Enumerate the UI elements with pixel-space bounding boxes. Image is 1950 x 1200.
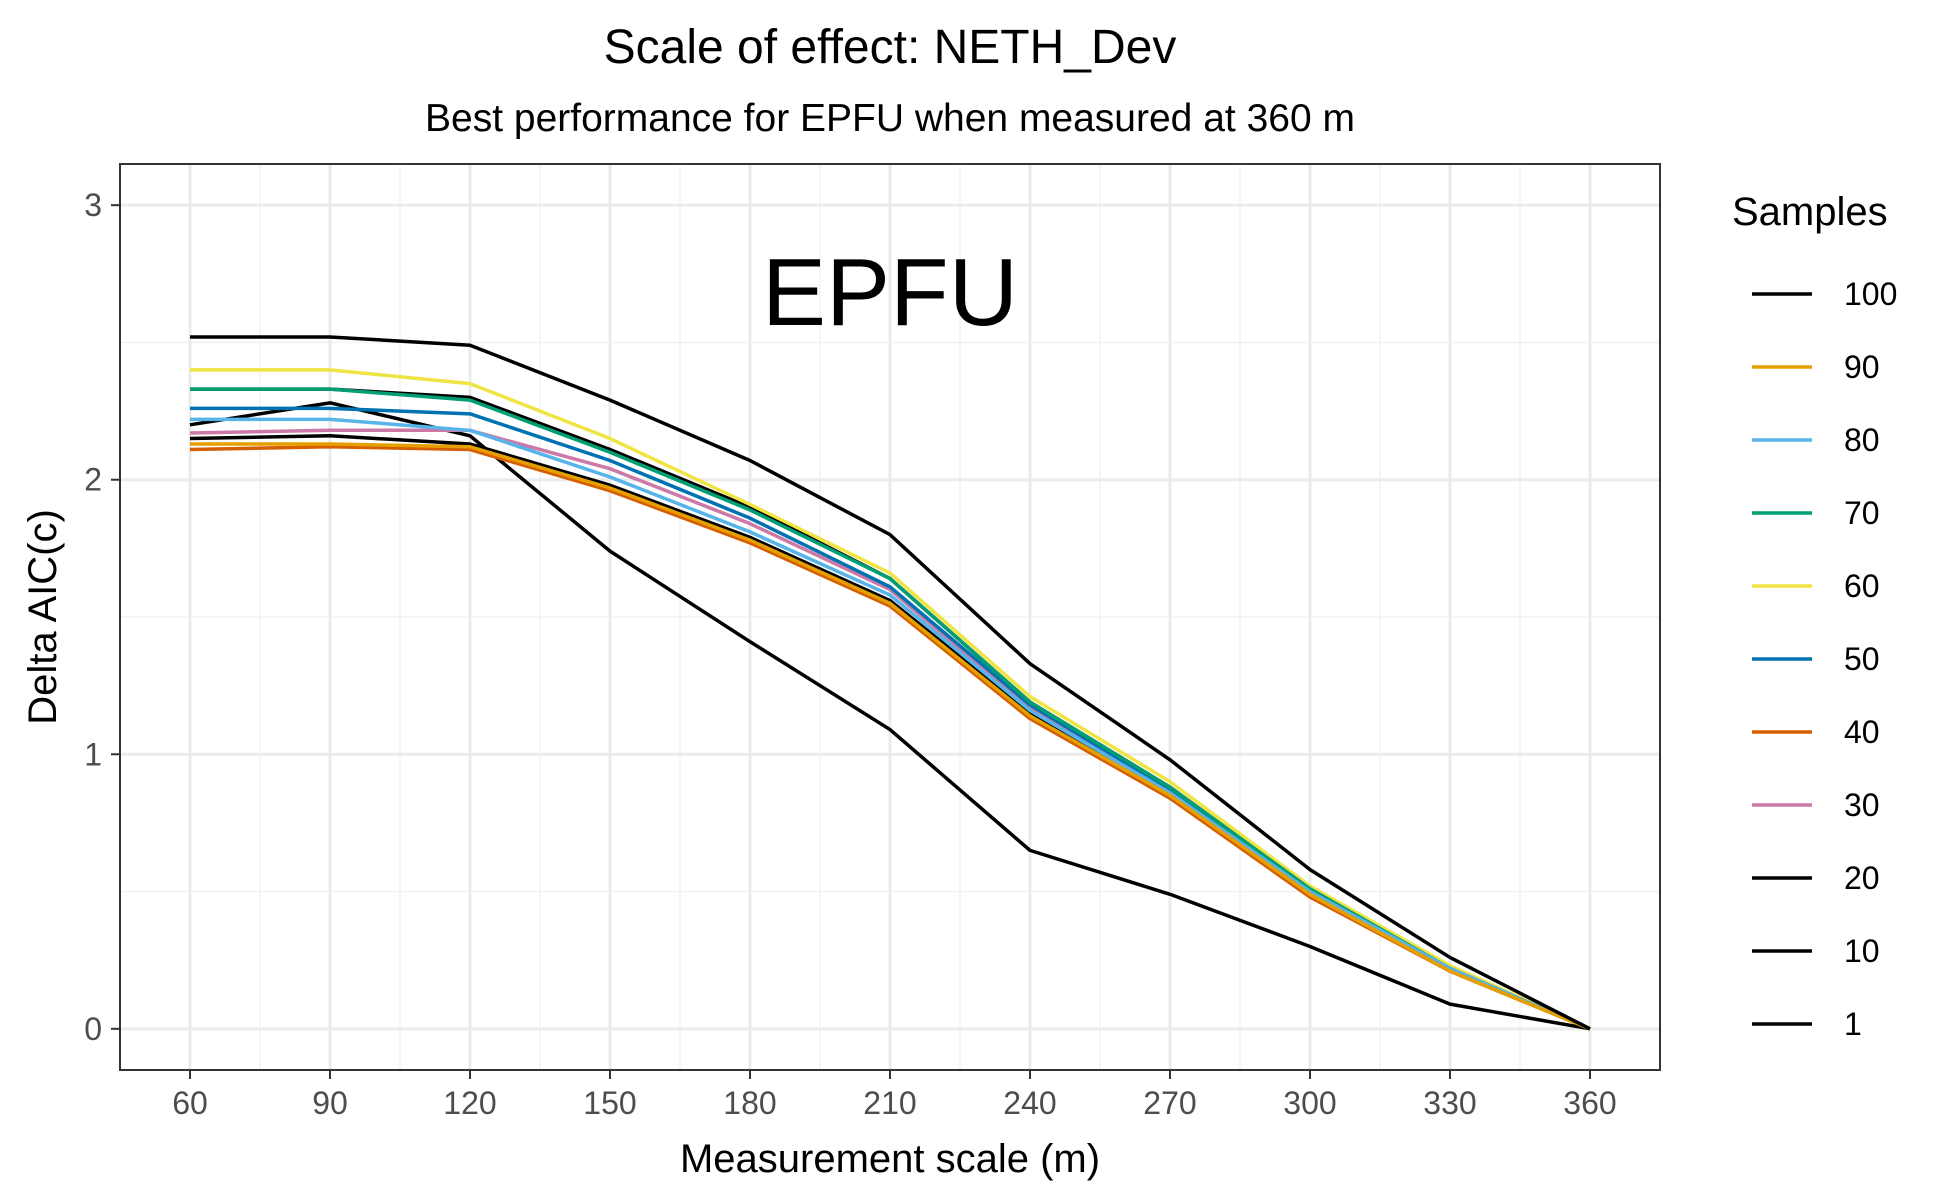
x-axis: 60 90 120 150 180 210 240 270 300 330 360 [172, 1070, 1617, 1121]
plot-annotation: EPFU [762, 239, 1018, 346]
x-tick-label: 150 [583, 1085, 636, 1121]
plot-panel: EPFU [119, 163, 1661, 1071]
series-lines [189, 335, 1591, 1031]
x-axis-title: Measurement scale (m) [680, 1137, 1100, 1181]
legend-label-40: 40 [1844, 714, 1880, 750]
y-axis-title: Delta AIC(c) [21, 509, 65, 725]
series-line-1 [189, 401, 1591, 1031]
x-tick-label: 180 [723, 1085, 776, 1121]
x-tick-label: 240 [1003, 1085, 1056, 1121]
legend-label-1: 1 [1844, 1006, 1862, 1042]
chart-subtitle: Best performance for EPFU when measured … [425, 97, 1355, 140]
series-line-80 [190, 417, 1591, 1031]
x-tick-label: 120 [443, 1085, 496, 1121]
legend-label-50: 50 [1844, 641, 1880, 677]
legend-label-30: 30 [1844, 787, 1880, 823]
y-tick-label: 2 [84, 462, 102, 498]
x-tick-label: 270 [1143, 1085, 1196, 1121]
y-tick-label: 1 [84, 736, 102, 772]
x-tick-label: 210 [863, 1085, 916, 1121]
y-axis: 0 1 2 3 [84, 187, 120, 1047]
x-tick-label: 60 [172, 1085, 208, 1121]
x-tick-label: 330 [1423, 1085, 1476, 1121]
legend-label-20: 20 [1844, 860, 1880, 896]
legend-label-90: 90 [1844, 349, 1880, 385]
chart-title: Scale of effect: NETH_Dev [604, 21, 1177, 74]
legend-label-70: 70 [1844, 495, 1880, 531]
y-tick-label: 3 [84, 187, 102, 223]
legend-label-60: 60 [1844, 568, 1880, 604]
x-tick-label: 90 [312, 1085, 348, 1121]
legend: Samples 100 90 80 70 60 50 40 30 20 10 1 [1732, 190, 1897, 1042]
legend-label-80: 80 [1844, 422, 1880, 458]
series-line-100 [190, 335, 1591, 1031]
series-line-60 [190, 368, 1591, 1031]
x-tick-label: 300 [1283, 1085, 1336, 1121]
legend-label-10: 10 [1844, 933, 1880, 969]
legend-items: 100 90 80 70 60 50 40 30 20 10 1 [1752, 276, 1897, 1042]
legend-label-100: 100 [1844, 276, 1897, 312]
x-tick-label: 360 [1563, 1085, 1616, 1121]
series-line-90 [190, 442, 1591, 1031]
legend-title: Samples [1732, 190, 1888, 234]
y-tick-label: 0 [84, 1011, 102, 1047]
